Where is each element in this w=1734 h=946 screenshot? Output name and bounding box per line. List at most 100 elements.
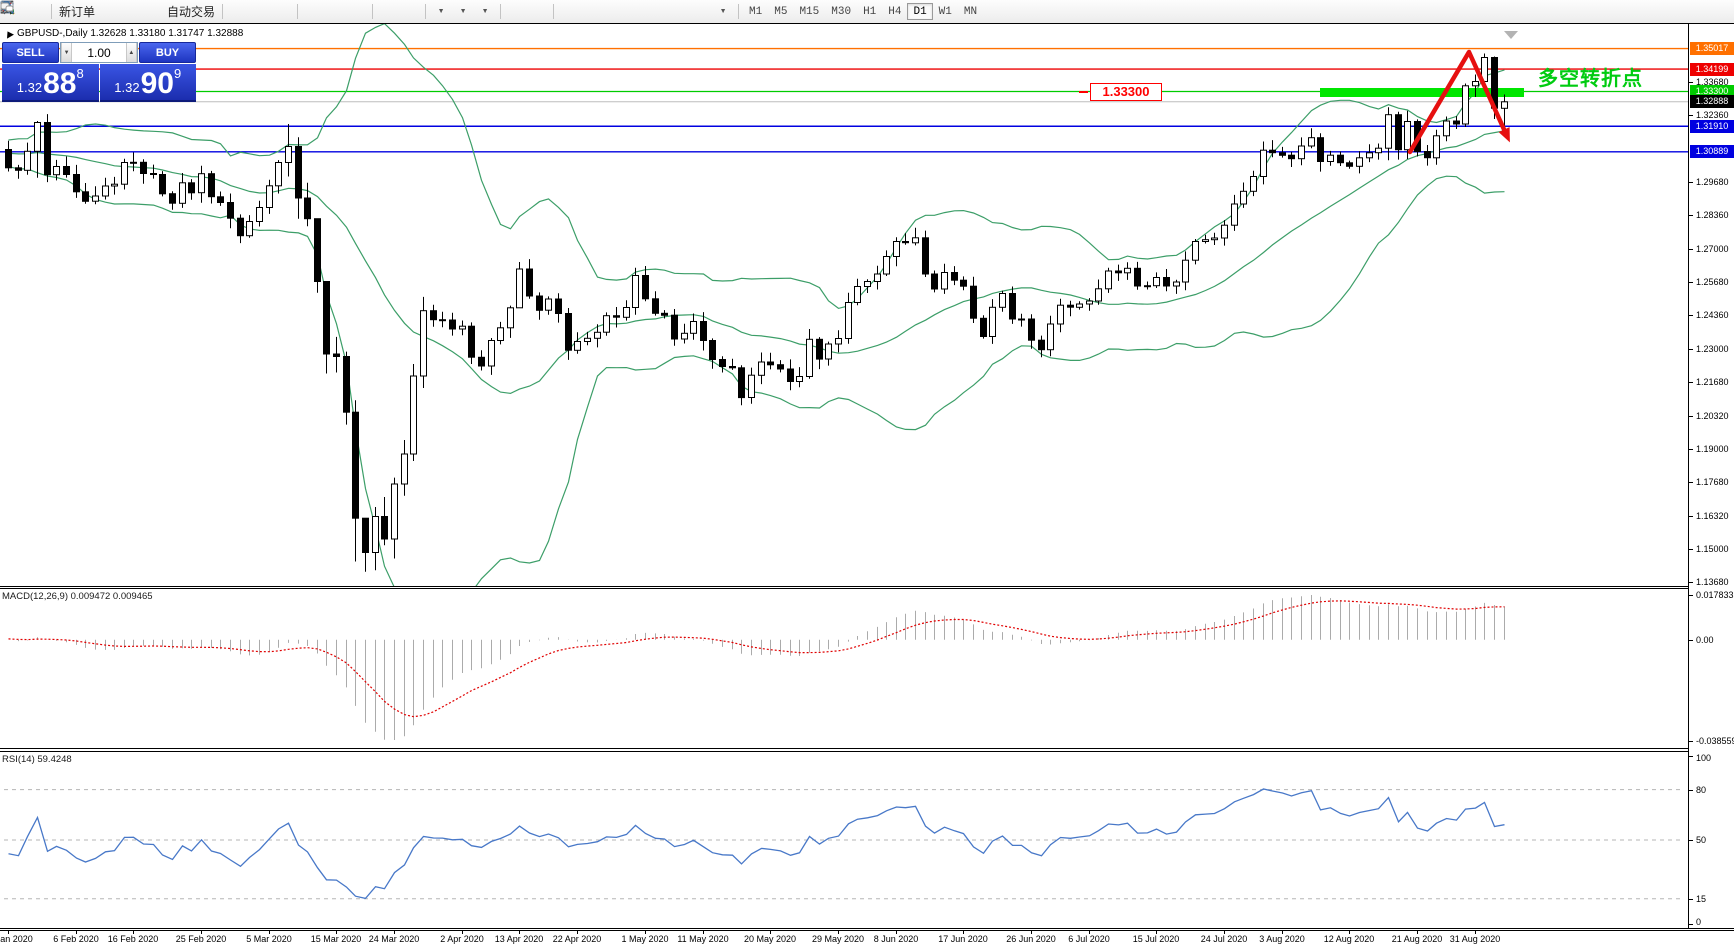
date-label: 31 Aug 2020 — [1449, 934, 1501, 944]
tile-windows-button[interactable] — [0, 1, 368, 22]
price-chart-canvas[interactable] — [0, 24, 1688, 586]
text-tool-button[interactable]: A — [3, 1, 690, 22]
axis-border — [0, 928, 1734, 931]
rsi-tick-label: 0 — [1696, 917, 1702, 927]
date-tick-mark — [577, 931, 578, 934]
pane-separator[interactable] — [0, 748, 1734, 752]
date-tick-mark — [201, 931, 202, 934]
volume-decrease-button[interactable]: ▼ — [61, 43, 73, 62]
crosshair-tool-button[interactable] — [1, 1, 549, 22]
rsi-canvas[interactable] — [0, 752, 1688, 928]
horizontal-line-tool-button[interactable] — [1, 2, 602, 22]
zoom-out-button[interactable] — [1, 1, 346, 22]
sell-price-sup: 8 — [76, 66, 84, 81]
scale-tick-mark — [1689, 449, 1693, 450]
indicators-button[interactable]: ▼ — [1, 0, 452, 22]
bar-chart-button[interactable] — [1, 2, 249, 22]
scale-tick-mark — [1689, 82, 1693, 83]
timeframe-m1-button[interactable]: M1 — [743, 3, 768, 20]
scale-tick-mark — [1689, 115, 1693, 116]
scale-tick-mark — [1689, 315, 1693, 316]
autotrade-button[interactable]: 自动交易 — [1, 2, 218, 22]
market-button[interactable] — [2, 1, 120, 22]
buy-button[interactable]: BUY — [139, 42, 196, 63]
data-window-button[interactable] — [0, 1, 47, 22]
volume-input[interactable] — [72, 45, 126, 60]
macd-pane[interactable]: MACD(12,26,9) 0.009472 0.009465 — [0, 589, 1688, 748]
search-icon[interactable] — [1, 1, 1695, 22]
date-tick-mark — [1089, 931, 1090, 934]
macd-canvas[interactable] — [0, 589, 1688, 748]
signals-button[interactable] — [2, 2, 164, 22]
toolbar-separator — [51, 4, 52, 19]
sell-price-prefix: 1.32 — [16, 80, 43, 95]
scale-tick-mark — [1689, 549, 1693, 550]
virtual-hosting-button[interactable] — [0, 2, 142, 22]
chart-shift-button[interactable] — [1, 2, 421, 22]
price-scale[interactable]: 1.33680 1.32360 1.29680 1.28360 1.27000 1.256… — [1688, 24, 1734, 928]
rsi-tick-label: 50 — [1696, 835, 1707, 845]
date-label: 13 Apr 2020 — [494, 934, 544, 944]
timeframe-d1-button[interactable]: D1 — [907, 3, 933, 20]
date-tick-mark — [269, 931, 270, 934]
chat-icon[interactable] — [0, 2, 1723, 22]
date-label: 8 Jun 2020 — [873, 934, 919, 944]
date-tick-mark — [76, 931, 77, 934]
new-order-button[interactable]: 新订单 — [1, 0, 98, 22]
date-tick-mark — [1349, 931, 1350, 934]
timeframe-w1-button[interactable]: W1 — [933, 3, 958, 20]
date-label: 6 Feb 2020 — [53, 934, 99, 944]
macd-tick-label: 0.017833 — [1696, 590, 1734, 600]
buy-price-prefix: 1.32 — [114, 80, 140, 95]
zoom-in-button[interactable] — [1, 1, 324, 22]
main-chart-pane[interactable]: GBPUSD-,Daily 1.32628 1.33180 1.31747 1.… — [0, 24, 1688, 586]
volume-increase-button[interactable]: ▲ — [125, 43, 137, 62]
templates-button[interactable]: ▼ — [0, 1, 496, 22]
date-label: 12 Aug 2020 — [1323, 934, 1375, 944]
vertical-line-tool-button[interactable] — [6, 1, 580, 22]
date-label: 5 Mar 2020 — [246, 934, 292, 944]
timeframe-h1-button[interactable]: H1 — [857, 3, 882, 20]
scale-tick-mark — [1689, 215, 1693, 216]
chart-shift-marker-icon — [1504, 31, 1518, 39]
toolbar-separator — [553, 4, 555, 19]
date-tick-mark — [1475, 931, 1476, 934]
scale-tick-mark — [1689, 595, 1693, 596]
date-tick-mark — [896, 931, 897, 934]
timeframe-m15-button[interactable]: M15 — [793, 3, 825, 20]
rsi-tick-label: 100 — [1696, 753, 1712, 763]
bollinger-bands — [8, 24, 1505, 586]
sell-price-tile[interactable]: 1.32 88 8 — [2, 64, 99, 102]
candlestick-chart-button[interactable] — [1, 1, 271, 22]
rsi-pane[interactable]: RSI(14) 59.4248 — [0, 752, 1688, 928]
periods-button[interactable]: ▼ — [1, 1, 474, 22]
arrows-tool-button[interactable]: ▼ — [2, 2, 734, 22]
timeframe-m30-button[interactable]: M30 — [825, 3, 857, 20]
autotrade-label: 自动交易 — [167, 5, 216, 19]
sell-button[interactable]: SELL — [2, 42, 59, 63]
date-axis[interactable]: 28 Jan 2020 6 Feb 2020 16 Feb 2020 25 Feb 2… — [0, 931, 1734, 946]
timeframe-h4-button[interactable]: H4 — [882, 3, 907, 20]
timeframe-mn-button[interactable]: MN — [958, 3, 983, 20]
trendline-tool-button[interactable] — [1, 0, 624, 22]
timeframe-m5-button[interactable]: M5 — [768, 3, 793, 20]
price-tick-label: 1.20320 — [1696, 411, 1729, 421]
timeframe-buttons: M1 M5 M15 M30 H1 H4 D1 W1 MN — [743, 3, 983, 20]
date-tick-mark — [336, 931, 337, 934]
equidistant-channel-tool-button[interactable]: E — [0, 2, 646, 22]
text-label-tool-button[interactable]: T — [0, 2, 712, 22]
auto-scroll-button[interactable] — [1, 2, 399, 22]
chevron-down-icon: ▼ — [459, 8, 467, 15]
volume-control: ▼ ▲ — [60, 42, 138, 63]
cursor-tool-button[interactable] — [4, 1, 527, 22]
buy-price-tile[interactable]: 1.32 90 9 — [99, 64, 196, 102]
pane-separator[interactable] — [0, 586, 1734, 589]
scale-tick-mark — [1689, 282, 1693, 283]
fibonacci-tool-button[interactable]: F — [1, 2, 668, 22]
turning-point-note[interactable]: 多空转折点 — [1538, 68, 1643, 90]
line-chart-button[interactable] — [0, 2, 293, 22]
date-tick-mark — [1156, 931, 1157, 934]
hline-price-label[interactable]: 1.33300 — [1090, 83, 1162, 101]
